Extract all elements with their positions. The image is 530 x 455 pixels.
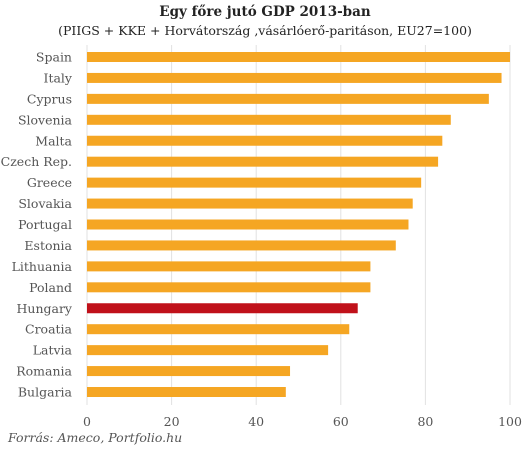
bar-italy — [87, 72, 502, 83]
bar-spain — [87, 52, 510, 62]
category-label-hungary: Hungary — [17, 301, 73, 316]
category-label-spain: Spain — [36, 50, 72, 65]
bar-slovenia — [87, 114, 451, 125]
x-tick-label: 60 — [333, 414, 349, 429]
bar-czech-rep — [87, 156, 439, 167]
bar-cyprus — [87, 93, 489, 104]
category-label-portugal: Portugal — [18, 217, 72, 232]
category-label-lithuania: Lithuania — [12, 259, 73, 274]
category-label-poland: Poland — [29, 280, 72, 295]
category-label-estonia: Estonia — [24, 238, 72, 253]
x-tick-label: 0 — [83, 414, 91, 429]
x-tick-label: 80 — [417, 414, 433, 429]
bar-romania — [87, 366, 291, 377]
bar-slovakia — [87, 198, 413, 209]
category-label-czech-rep: Czech Rep. — [1, 154, 72, 169]
bar-croatia — [87, 324, 350, 335]
bars — [87, 52, 510, 397]
x-tick-label: 100 — [498, 414, 522, 429]
bar-portugal — [87, 219, 409, 230]
x-axis-ticks: 0 20 40 60 80 100 — [83, 414, 522, 429]
category-label-italy: Italy — [44, 70, 73, 85]
bar-malta — [87, 135, 443, 146]
category-label-latvia: Latvia — [33, 343, 73, 358]
category-label-malta: Malta — [35, 133, 72, 148]
category-labels: Spain Italy Cyprus Slovenia Malta Czech Rep. G… — [1, 50, 73, 400]
category-label-bulgaria: Bulgaria — [18, 385, 73, 400]
bar-lithuania — [87, 261, 371, 272]
category-label-slovakia: Slovakia — [18, 196, 72, 211]
category-label-slovenia: Slovenia — [18, 112, 73, 127]
category-label-greece: Greece — [27, 175, 72, 190]
category-label-cyprus: Cyprus — [27, 91, 72, 106]
source-note: Forrás: Ameco, Portfolio.hu — [8, 430, 183, 445]
bar-chart: Spain Italy Cyprus Slovenia Malta Czech Rep. G… — [1, 45, 522, 429]
bar-bulgaria — [87, 387, 286, 397]
bar-latvia — [87, 345, 329, 356]
category-label-romania: Romania — [16, 364, 72, 379]
x-tick-label: 40 — [248, 414, 264, 429]
bar-greece — [87, 177, 422, 188]
bar-estonia — [87, 240, 396, 251]
bar-poland — [87, 282, 371, 293]
chart-subtitle: (PIIGS + KKE + Horvátország ,vásárlóerő-… — [58, 23, 472, 38]
category-label-croatia: Croatia — [25, 322, 73, 337]
chart-title: Egy főre jutó GDP 2013-ban — [159, 4, 371, 20]
x-tick-label: 20 — [164, 414, 180, 429]
bar-hungary — [87, 303, 358, 314]
